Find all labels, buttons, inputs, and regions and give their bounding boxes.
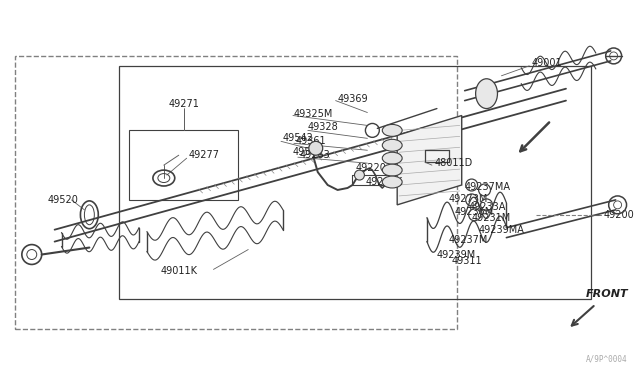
- Circle shape: [355, 170, 364, 180]
- Text: 49237M: 49237M: [449, 235, 488, 245]
- Ellipse shape: [382, 164, 402, 176]
- Ellipse shape: [382, 140, 402, 151]
- Text: 48011D: 48011D: [435, 158, 473, 168]
- Circle shape: [309, 141, 323, 155]
- Text: 49520: 49520: [47, 195, 79, 205]
- Text: 49542: 49542: [283, 133, 314, 143]
- Ellipse shape: [382, 125, 402, 137]
- Text: 49541: 49541: [293, 147, 324, 157]
- Text: 49220: 49220: [355, 163, 387, 173]
- Text: 49203K: 49203K: [365, 177, 403, 187]
- Polygon shape: [397, 115, 461, 205]
- Text: 49361: 49361: [296, 136, 326, 146]
- Text: 49233A: 49233A: [468, 202, 506, 212]
- Ellipse shape: [382, 152, 402, 164]
- Text: 49239M: 49239M: [437, 250, 476, 260]
- Text: 49237MA: 49237MA: [465, 182, 511, 192]
- Text: 49263: 49263: [300, 150, 331, 160]
- Text: 49231M: 49231M: [472, 213, 511, 223]
- Text: 49011K: 49011K: [160, 266, 197, 276]
- Text: 49001: 49001: [531, 58, 562, 68]
- Text: 49200: 49200: [604, 210, 634, 220]
- Ellipse shape: [476, 79, 497, 109]
- Text: 49236M: 49236M: [455, 207, 494, 217]
- Text: 49277: 49277: [189, 150, 220, 160]
- Text: 49369: 49369: [338, 94, 368, 104]
- Text: 49273M: 49273M: [449, 194, 488, 204]
- Text: A/9P^0004: A/9P^0004: [586, 355, 628, 364]
- Text: 49328: 49328: [308, 122, 339, 132]
- Text: 49311: 49311: [452, 256, 483, 266]
- Text: 49239MA: 49239MA: [479, 225, 524, 235]
- Text: 49325M: 49325M: [294, 109, 333, 119]
- Text: FRONT: FRONT: [586, 289, 628, 299]
- Ellipse shape: [382, 176, 402, 188]
- Text: 49271: 49271: [168, 99, 199, 109]
